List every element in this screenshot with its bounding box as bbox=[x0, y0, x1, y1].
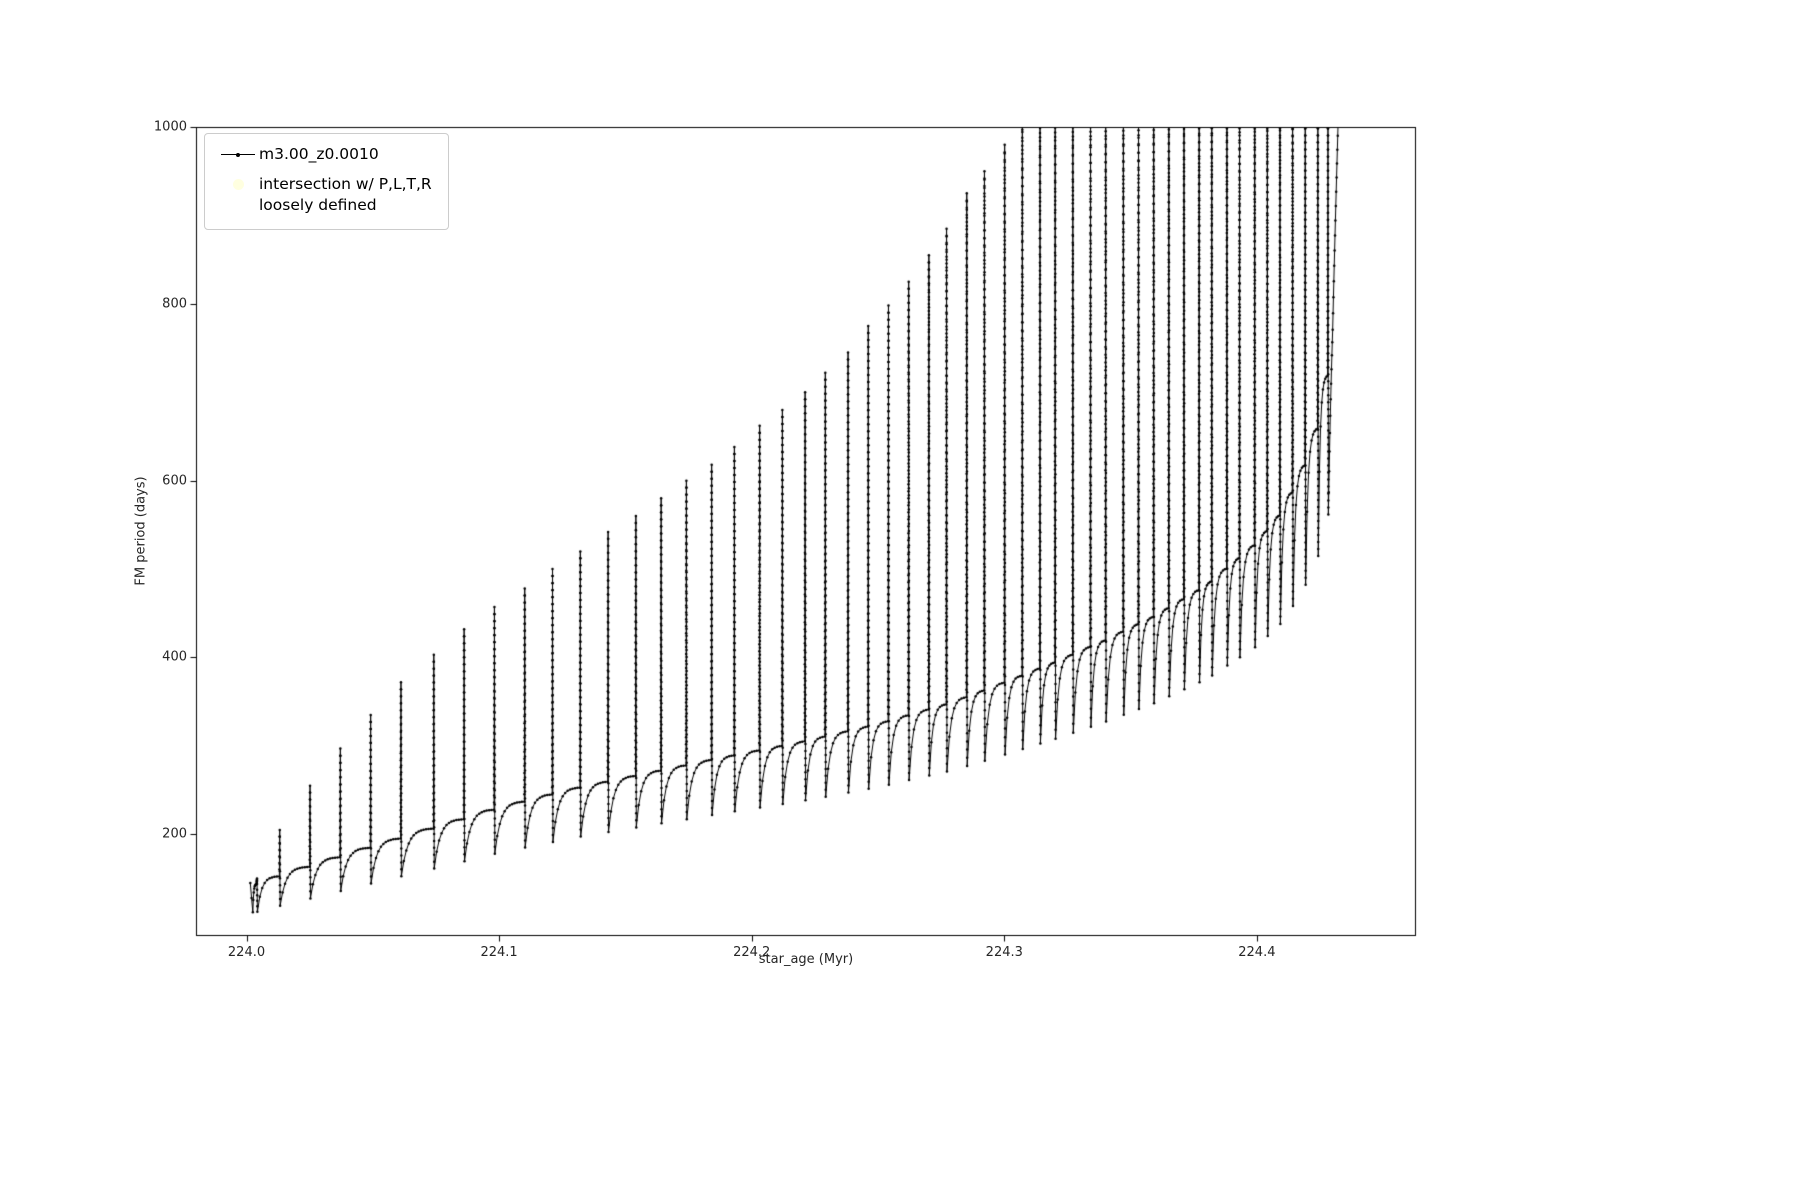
x-axis-label: star_age (Myr) bbox=[758, 952, 854, 967]
x-tick-label: 224.1 bbox=[480, 945, 518, 960]
y-tick-label: 200 bbox=[162, 826, 187, 842]
x-tick-label: 224.3 bbox=[985, 945, 1023, 960]
y-tick-label: 1000 bbox=[153, 119, 187, 135]
legend-entry-series: m3.00_z0.0010 bbox=[217, 144, 432, 166]
y-tick-label: 400 bbox=[162, 649, 187, 665]
legend-label-intersection-line1: intersection w/ P,L,T,R bbox=[259, 174, 432, 193]
y-axis-label: FM period (days) bbox=[133, 476, 149, 586]
legend-label-intersection-line2: loosely defined bbox=[259, 196, 377, 215]
legend-dot-marker bbox=[217, 174, 259, 195]
legend-label-intersection: intersection w/ P,L,T,R loosely defined bbox=[259, 174, 432, 217]
legend-entry-intersection: intersection w/ P,L,T,R loosely defined bbox=[217, 174, 432, 217]
y-tick-label: 600 bbox=[162, 473, 187, 489]
legend-line-marker bbox=[217, 144, 259, 165]
legend: m3.00_z0.0010 intersection w/ P,L,T,R loo… bbox=[204, 133, 449, 231]
pale-dot-icon bbox=[232, 178, 244, 190]
x-tick-label: 224.0 bbox=[227, 945, 266, 960]
x-tick-label: 224.4 bbox=[1238, 945, 1276, 960]
x-tick-label: 224.2 bbox=[733, 945, 771, 960]
line-dot-icon bbox=[221, 152, 255, 157]
dot-icon bbox=[236, 152, 240, 157]
legend-label-series: m3.00_z0.0010 bbox=[259, 145, 379, 163]
y-tick-label: 800 bbox=[162, 296, 187, 312]
